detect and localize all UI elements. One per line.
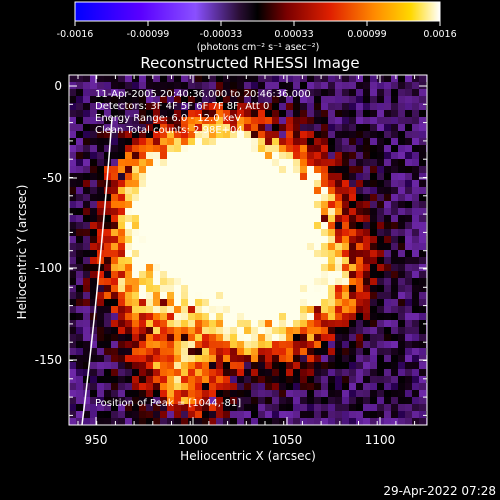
annotation-time: 11-Apr-2005 20:40:36.000 to 20:46:36.000 [95,89,311,100]
x-tick-label: 1100 [365,433,396,447]
colorbar-tick-label: 0.00033 [274,29,313,40]
solar-image [69,75,427,425]
colorbar-tick-label: 0.00099 [347,29,386,40]
axis-ticks [69,75,427,425]
annotation-clean: Clean Total counts: 2.98E+04 [95,125,243,136]
solar-limb [81,117,113,425]
y-tick-label: -50 [42,171,62,185]
annotation-detectors: Detectors: 3F 4F 5F 6F 7F 8F, Att 0 [95,101,269,112]
colorbar [74,1,441,22]
image-title: Reconstructed RHESSI Image [140,54,359,72]
x-axis-title: Heliocentric X (arcsec) [180,449,316,463]
y-tick-label: 0 [54,79,62,93]
y-axis-title: Heliocentric Y (arcsec) [15,185,29,320]
x-tick-label: 950 [85,433,108,447]
colorbar-ticks [74,21,441,26]
y-tick-label: -100 [35,261,62,275]
x-tick-label: 1050 [272,433,303,447]
colorbar-tick-label: -0.00099 [127,29,170,40]
y-tick-label: -150 [35,353,62,367]
x-tick-label: 1000 [178,433,209,447]
plot-frame [68,74,428,426]
colorbar-tick-label: -0.00033 [200,29,243,40]
colorbar-tick-label: -0.0016 [57,29,94,40]
colorbar-unit-label: (photons cm⁻² s⁻¹ asec⁻²) [197,42,320,53]
footer-timestamp: 29-Apr-2022 07:28 [383,484,496,498]
annotation-energy: Energy Range: 6.0 - 12.0 keV [95,113,241,124]
colorbar-tick-label: 0.0016 [423,29,456,40]
annotation-peak: Position of Peak = [1044,-81] [95,398,241,409]
